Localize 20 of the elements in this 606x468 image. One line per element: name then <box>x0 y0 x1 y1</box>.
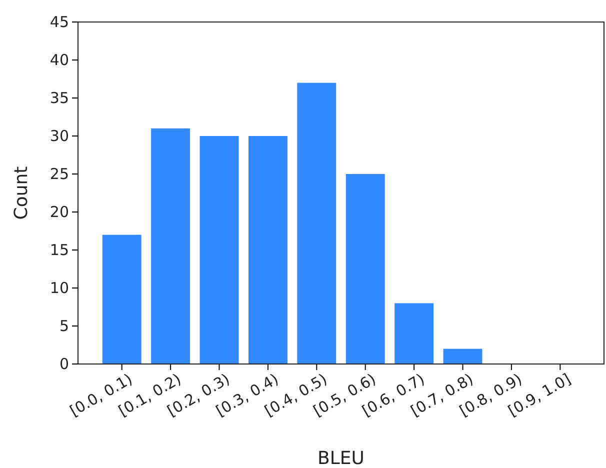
y-tick-label: 45 <box>50 12 69 31</box>
bar <box>200 136 239 364</box>
x-axis-title: BLEU <box>318 448 364 468</box>
bar <box>151 128 190 364</box>
y-tick-label: 10 <box>50 278 69 297</box>
y-tick-label: 15 <box>50 240 69 259</box>
y-tick-label: 25 <box>50 164 69 183</box>
y-axis-title: Count <box>11 166 32 220</box>
y-tick-label: 0 <box>59 354 69 373</box>
bar <box>297 82 336 364</box>
y-tick-label: 20 <box>50 202 69 221</box>
y-tick-label: 35 <box>50 88 69 107</box>
y-tick-label: 30 <box>50 126 69 145</box>
bar <box>394 303 434 364</box>
bar <box>102 234 142 364</box>
y-tick-label: 40 <box>50 50 69 69</box>
bar <box>346 174 385 364</box>
bar <box>248 136 288 364</box>
bar <box>443 348 482 364</box>
y-tick-label: 5 <box>59 316 69 335</box>
